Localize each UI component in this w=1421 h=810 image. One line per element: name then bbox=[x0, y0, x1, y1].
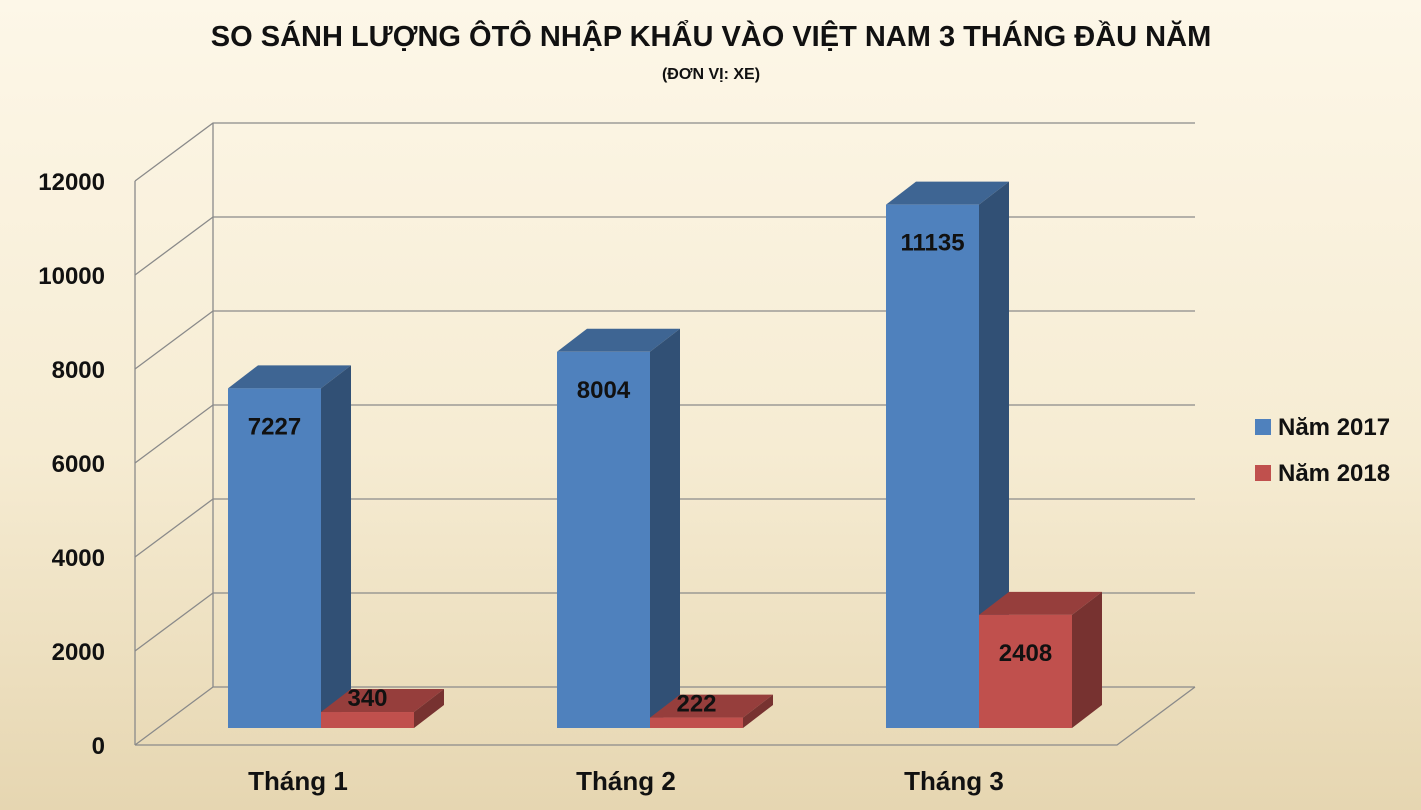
data-label: 11135 bbox=[900, 230, 964, 257]
data-label: 8004 bbox=[577, 377, 631, 404]
legend-label: Năm 2018 bbox=[1278, 460, 1390, 487]
bar-top bbox=[979, 591, 1102, 615]
y-tick-label: 10000 bbox=[38, 263, 105, 290]
gridline bbox=[134, 216, 1195, 276]
bar-top bbox=[650, 694, 773, 718]
axes: 0 2000 4000 6000 8000 10000 12000 Tháng 1 Tháng … bbox=[38, 123, 1196, 796]
y-tick-label: 4000 bbox=[52, 545, 105, 572]
bar-top bbox=[886, 181, 1009, 205]
chart-subtitle: (ĐƠN VỊ: XE) bbox=[662, 66, 760, 83]
data-label: 7227 bbox=[248, 413, 301, 440]
y-tick-label: 12000 bbox=[38, 169, 105, 196]
data-labels: 7227 8004 11135 340 222 2408 bbox=[248, 230, 1052, 718]
bar bbox=[228, 388, 321, 728]
y-tick-label: 6000 bbox=[52, 451, 105, 478]
bar-side bbox=[414, 689, 444, 728]
bar-side bbox=[979, 181, 1009, 728]
y-tick-label: 2000 bbox=[52, 639, 105, 666]
bar bbox=[886, 204, 979, 728]
bar-top bbox=[557, 328, 680, 352]
legend: Năm 2017 Năm 2018 bbox=[1255, 414, 1390, 487]
legend-label: Năm 2017 bbox=[1278, 414, 1390, 441]
data-label: 340 bbox=[347, 685, 387, 712]
legend-swatch bbox=[1255, 465, 1271, 481]
bar bbox=[557, 351, 650, 728]
bar bbox=[650, 717, 743, 728]
x-axis-line bbox=[135, 686, 1196, 746]
bar-side bbox=[743, 694, 773, 728]
bar bbox=[979, 614, 1072, 728]
x-tick-label: Tháng 2 bbox=[576, 766, 676, 796]
bar-top bbox=[228, 365, 351, 389]
bars bbox=[228, 181, 1102, 728]
gridline bbox=[134, 122, 1195, 182]
x-tick-label: Tháng 1 bbox=[248, 766, 348, 796]
bar-side bbox=[650, 328, 680, 728]
data-label: 2408 bbox=[999, 640, 1052, 667]
legend-swatch bbox=[1255, 419, 1271, 435]
data-label: 222 bbox=[676, 691, 716, 718]
bar-side bbox=[321, 365, 351, 728]
y-tick-label: 8000 bbox=[52, 357, 105, 384]
chart-title: SO SÁNH LƯỢNG ÔTÔ NHẬP KHẨU VÀO VIỆT NAM… bbox=[211, 19, 1211, 53]
y-tick-label: 0 bbox=[92, 733, 105, 760]
bar bbox=[321, 712, 414, 728]
x-tick-label: Tháng 3 bbox=[904, 766, 1004, 796]
bar-side bbox=[1072, 591, 1102, 728]
bar-top bbox=[321, 689, 444, 713]
